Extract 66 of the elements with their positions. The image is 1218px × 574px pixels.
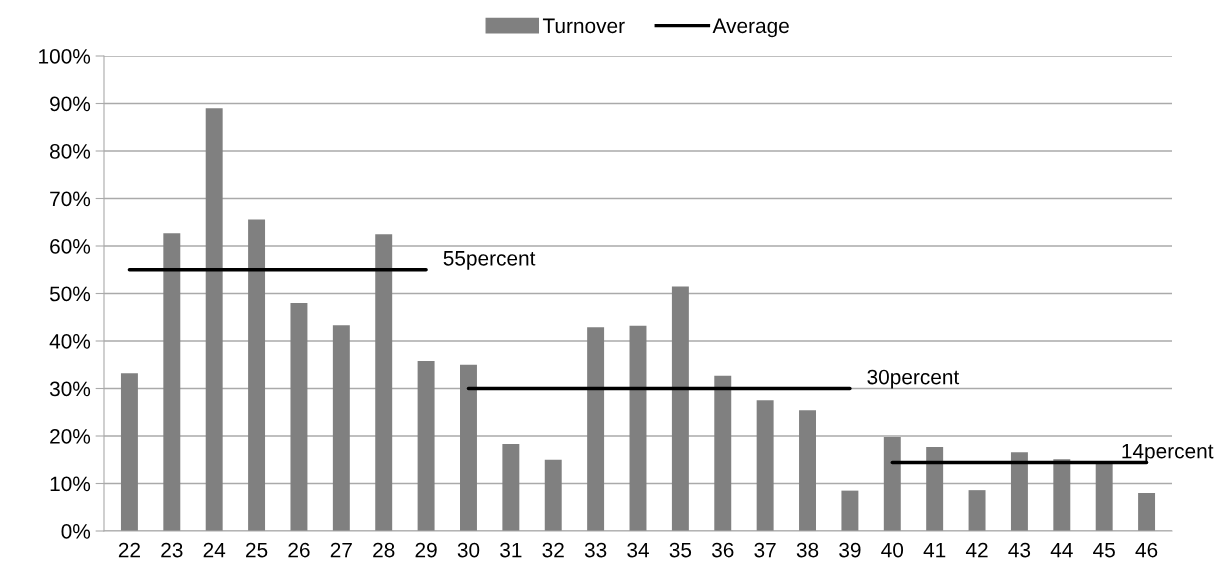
bar <box>1138 493 1156 531</box>
bar <box>883 436 901 531</box>
x-tick-label: 30 <box>457 542 480 558</box>
annotation: 14percent <box>1122 443 1214 463</box>
bar <box>587 327 605 531</box>
x-tick-label: 43 <box>1008 542 1031 558</box>
bar <box>756 400 774 531</box>
x-tick-label: 38 <box>796 542 819 558</box>
legend-label: Average <box>712 18 789 38</box>
y-tick-label: 80% <box>50 144 91 159</box>
bar <box>926 446 944 531</box>
y-tick-label: 50% <box>49 286 91 302</box>
x-tick-label: 29 <box>415 542 437 558</box>
bar <box>1053 459 1071 531</box>
x-tick-label: 32 <box>542 542 564 558</box>
bar <box>248 219 266 531</box>
bar <box>1010 452 1028 531</box>
bar <box>799 410 816 531</box>
x-tick-label: 34 <box>627 542 649 558</box>
x-tick-label: 35 <box>669 542 692 558</box>
x-tick-label: 46 <box>1135 542 1158 558</box>
bar <box>120 373 138 531</box>
y-tick-label: 0% <box>61 524 91 539</box>
x-tick-label: 44 <box>1050 542 1073 558</box>
bar <box>714 375 732 531</box>
bar <box>205 108 223 531</box>
bar <box>417 360 435 531</box>
x-tick-label: 31 <box>500 542 522 558</box>
x-tick-label: 28 <box>373 542 395 558</box>
x-tick-label: 42 <box>965 542 988 558</box>
x-tick-label: 25 <box>246 542 268 558</box>
x-tick-label: 45 <box>1093 542 1115 558</box>
y-tick-label: 20% <box>50 429 91 444</box>
y-tick-label: 90% <box>50 96 91 112</box>
y-tick-label: 70% <box>50 191 91 207</box>
x-tick-label: 41 <box>923 542 946 558</box>
y-tick-label: 10% <box>50 476 91 492</box>
bar <box>671 286 689 531</box>
bar <box>629 325 647 531</box>
bar <box>968 490 986 531</box>
y-tick-label: 100% <box>39 49 91 64</box>
bar <box>1095 463 1113 531</box>
legend-label: Turnover <box>542 18 625 34</box>
x-tick-label: 39 <box>839 542 861 558</box>
annotation: 55percent <box>443 251 536 270</box>
x-tick-label: 24 <box>203 542 226 558</box>
x-tick-label: 40 <box>881 542 904 558</box>
x-tick-label: 23 <box>161 542 183 558</box>
y-tick-label: 30% <box>49 381 91 397</box>
bar <box>163 233 181 531</box>
y-tick-label: 60% <box>50 239 91 254</box>
x-tick-label: 22 <box>118 542 140 558</box>
x-tick-label: 37 <box>754 542 776 558</box>
y-tick-label: 40% <box>49 334 91 349</box>
bar <box>841 490 859 531</box>
bar <box>544 459 562 531</box>
annotation: 30percent <box>867 369 960 389</box>
x-tick-label: 36 <box>711 542 734 558</box>
bar <box>502 444 520 531</box>
bar <box>460 364 477 531</box>
bar <box>290 303 308 531</box>
x-tick-label: 27 <box>330 542 352 558</box>
bar <box>375 234 393 531</box>
x-tick-label: 33 <box>584 542 607 558</box>
x-tick-label: 26 <box>288 542 310 558</box>
bar <box>332 325 350 531</box>
